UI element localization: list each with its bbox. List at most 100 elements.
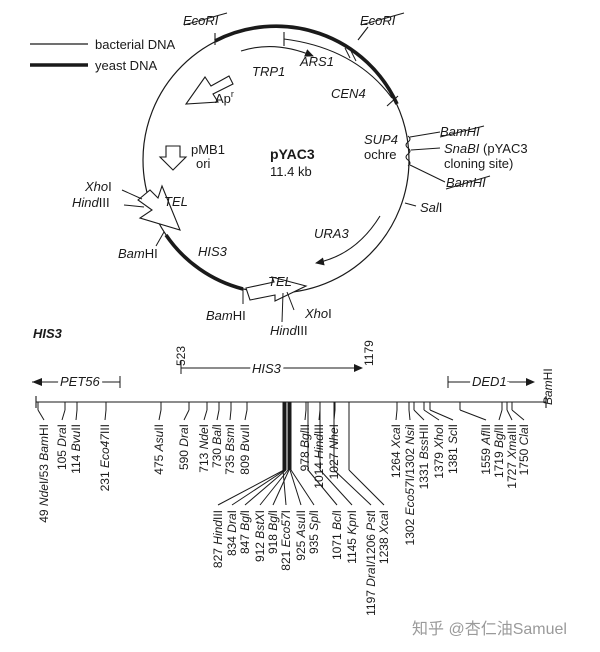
his3-end-label: 1179 [362, 340, 376, 366]
upper-site-leader [104, 409, 107, 421]
lower-site-leader [244, 469, 287, 506]
tel-bottom-arrow-icon [245, 276, 308, 302]
upper-site-label: 809 BvuII [238, 424, 252, 475]
lower-site-leader [231, 469, 286, 506]
upper-site-leader [229, 409, 232, 421]
upper-site-leader [413, 409, 425, 421]
ars1-cen4-line [283, 38, 393, 99]
watermark: 知乎 @杏仁油Samuel [412, 620, 567, 638]
lower-site-label: 1197 DraI/1206 PstI [364, 510, 378, 616]
apr-label: Apr [215, 89, 234, 106]
cen4-label: CEN4 [331, 86, 366, 101]
upper-site-label: 1559 AflII [479, 424, 493, 475]
sup4-wavy [405, 135, 411, 167]
upper-site-label: 1379 XhoI [432, 424, 446, 479]
upper-site-label: 1750 ClaI [517, 424, 531, 475]
legend: bacterial DNA yeast DNA [30, 37, 176, 73]
apr-arrow-icon [184, 75, 234, 105]
upper-site-label: 1727 XmaIII [505, 424, 519, 489]
ura3-label: URA3 [314, 226, 349, 241]
trp1-arrow [240, 46, 314, 57]
upper-site-label: 590 DraI [177, 424, 191, 470]
hindiii-left-label: HindIII [72, 195, 110, 210]
upper-site-label: 114 BvuII [69, 424, 83, 474]
upper-site-label: 475 AsuII [152, 424, 166, 475]
his3-start-label: 523 [174, 346, 188, 366]
bamhi-bottom-left-label: BamHI [206, 308, 246, 323]
upper-site-leader [511, 409, 525, 421]
upper-site-leader [498, 409, 503, 421]
lower-site-label: 925 AsuII [294, 510, 308, 561]
lower-site-leader [333, 469, 372, 506]
upper-site-leader [244, 409, 248, 421]
lower-site-label: 1071 BclI [330, 510, 344, 560]
plasmid-map: TRP1 ARS1 CEN4 EcoRI EcoRI Apr pMB1 ori … [72, 12, 528, 338]
pmb1-label: pMB1 [191, 142, 225, 157]
yeast-arc-trp1-ars1-cen4 [214, 24, 399, 105]
ded1-label: DED1 [472, 374, 507, 389]
upper-site-label: 105 DraI [55, 424, 69, 470]
upper-site-label: 1331 BssHII [417, 424, 431, 489]
upper-site-leader [75, 409, 78, 421]
his3-gene-label: HIS3 [252, 361, 282, 376]
pet56-label: PET56 [60, 374, 101, 389]
upper-site-leader [183, 409, 190, 421]
cloning-site-label: cloning site) [444, 156, 513, 171]
yeast-arc-his3 [164, 233, 244, 291]
lower-site-label: 935 SplI [307, 510, 321, 554]
lower-site-label: 912 BstXI [253, 510, 267, 562]
lower-site-label: 834 DraI [225, 510, 239, 556]
upper-site-leader [459, 409, 487, 421]
upper-site-leader [304, 409, 307, 421]
upper-site-label: 1381 SclI [446, 424, 460, 474]
lower-site-label: 918 BglI [266, 510, 280, 554]
lower-site-label: 847 BglI [238, 510, 252, 554]
his3-restriction-map: HIS3 HIS3 523 1179 PET56 DED1 BamHI 49 N… [32, 326, 555, 616]
upper-site-label: 1264 XcaI [389, 424, 403, 478]
upper-site-label: 1302 Eco57I/1302 NsiI [403, 424, 417, 545]
his3-section-title: HIS3 [33, 326, 63, 341]
upper-site-label: 49 NdeI/53 BamHI [37, 424, 51, 523]
upper-site-label: 978 BglII [298, 424, 312, 471]
upper-site-leader [395, 409, 398, 421]
upper-site-leader [61, 409, 66, 421]
upper-site-leader [408, 409, 411, 421]
upper-site-leader [158, 409, 162, 421]
lower-site-leader [282, 469, 287, 506]
upper-site-leader [429, 409, 454, 421]
lower-site-leader [289, 469, 302, 506]
bamhi-bottom-label: BamHI [446, 175, 486, 190]
upper-site-label: 713 NdeI [197, 424, 211, 473]
upper-site-label: 231 Eco47III [98, 424, 112, 491]
ori-arrow-icon [158, 145, 188, 171]
sup4-label: SUP4 [364, 132, 398, 147]
lower-site-label: 1145 KpnI [345, 510, 359, 564]
legend-bacterial: bacterial DNA [95, 37, 176, 52]
legend-yeast: yeast DNA [95, 58, 157, 73]
tel-left-arrow-icon [137, 184, 181, 231]
ochre-label: ochre [364, 147, 397, 162]
upper-site-label: 1014 HindIII [312, 424, 326, 489]
snabi-label: SnaBI (pYAC3 [444, 141, 528, 156]
trp1-label: TRP1 [252, 64, 285, 79]
bamhi-left-label: BamHI [118, 246, 158, 261]
upper-site-leader [506, 409, 513, 421]
bamhi-right-end-label: BamHI [541, 368, 555, 405]
tel-bottom-label: TEL [268, 274, 292, 289]
lower-site-leader [290, 469, 315, 506]
lower-site-label: 827 HindIII [211, 510, 225, 568]
lower-site-label: 1238 XcaI [377, 510, 391, 564]
plasmid-size: 11.4 kb [270, 164, 312, 179]
tel-left-label: TEL [164, 194, 188, 209]
plasmid-name: pYAC3 [270, 146, 315, 162]
lower-site-leader [319, 469, 353, 506]
upper-site-leader [423, 409, 440, 421]
upper-site-leader [216, 409, 220, 421]
his3-map-label: HIS3 [198, 244, 228, 259]
sali-label: SalI [420, 200, 442, 215]
upper-site-label: 735 BsmI [223, 424, 237, 475]
upper-site-label: 730 BalI [210, 424, 224, 468]
pet56-arrowhead-icon [32, 378, 42, 386]
